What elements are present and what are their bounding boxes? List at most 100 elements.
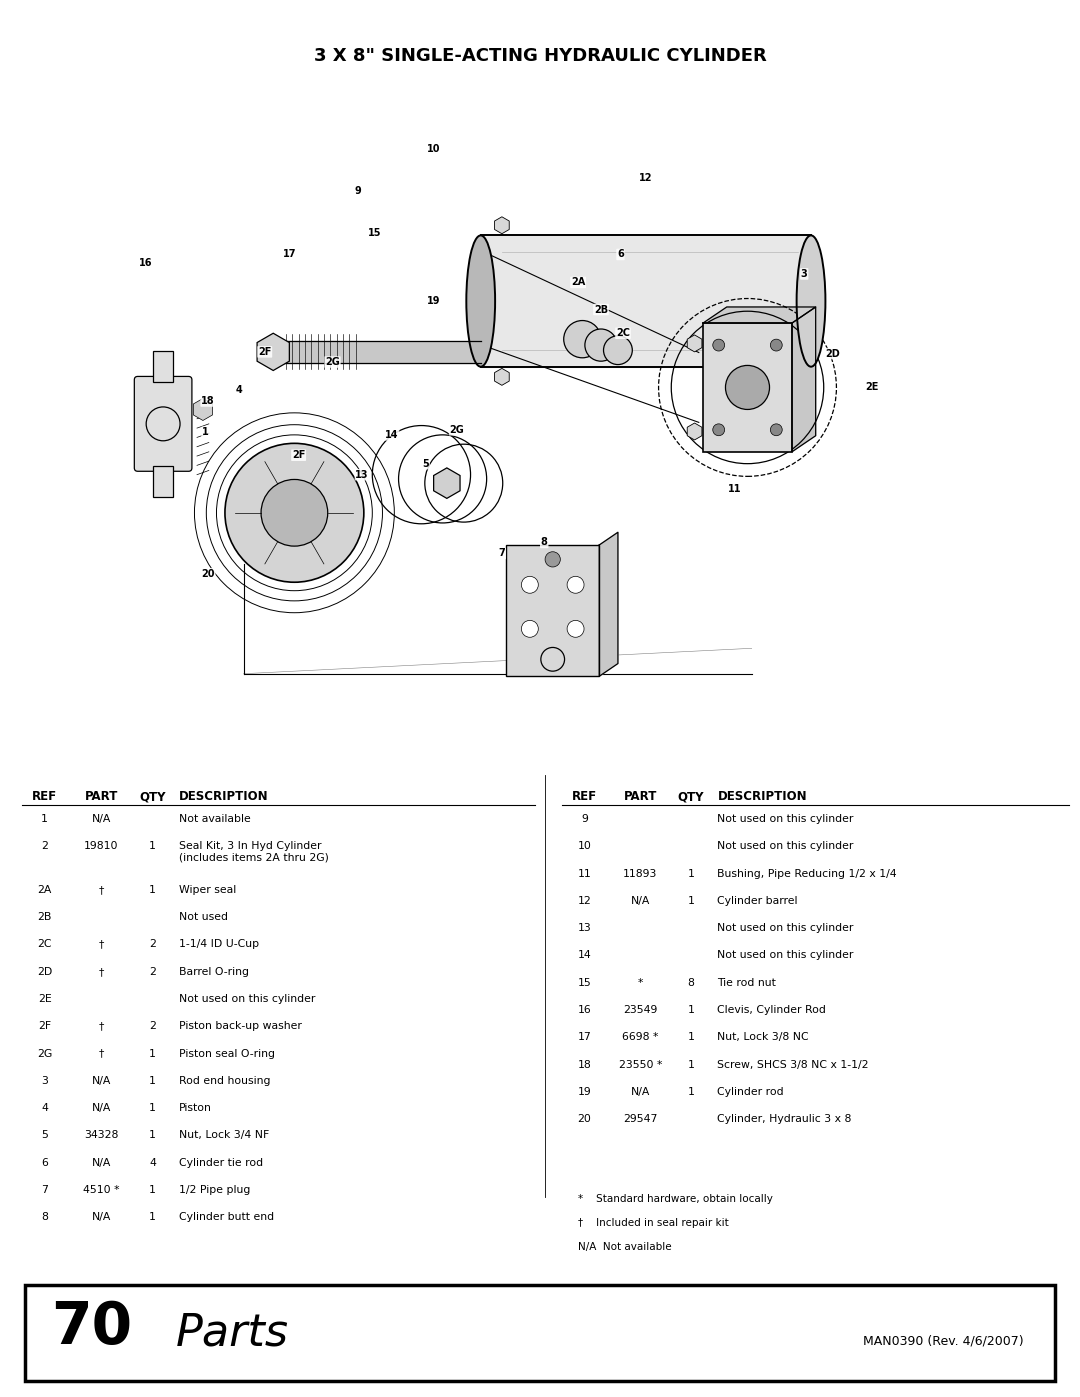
Text: *    Standard hardware, obtain locally: * Standard hardware, obtain locally <box>578 1194 772 1204</box>
Ellipse shape <box>797 236 825 366</box>
Text: 19: 19 <box>578 1087 592 1097</box>
Text: 14: 14 <box>578 950 592 960</box>
Text: Cylinder, Hydraulic 3 x 8: Cylinder, Hydraulic 3 x 8 <box>717 1113 852 1125</box>
Text: REF: REF <box>32 791 57 803</box>
Text: †: † <box>98 940 104 950</box>
Text: 18: 18 <box>201 395 215 407</box>
FancyBboxPatch shape <box>25 1285 1055 1380</box>
Text: 15: 15 <box>578 978 592 988</box>
Text: 1: 1 <box>688 895 694 905</box>
Text: 8: 8 <box>541 538 548 548</box>
Text: 2G: 2G <box>37 1049 52 1059</box>
Text: QTY: QTY <box>678 791 704 803</box>
Text: 23550 *: 23550 * <box>619 1059 662 1070</box>
Text: 2: 2 <box>149 967 156 977</box>
Text: 1: 1 <box>149 1104 156 1113</box>
Circle shape <box>567 577 584 594</box>
Polygon shape <box>599 532 618 676</box>
Text: 20: 20 <box>201 569 215 578</box>
Circle shape <box>522 577 538 594</box>
Circle shape <box>261 479 327 546</box>
Polygon shape <box>703 307 815 323</box>
Text: 11: 11 <box>728 485 742 495</box>
Text: 16: 16 <box>139 258 153 268</box>
Text: 1: 1 <box>149 884 156 895</box>
Text: 2: 2 <box>149 940 156 950</box>
Text: 29547: 29547 <box>623 1113 658 1125</box>
Circle shape <box>225 443 364 583</box>
Text: Not used on this cylinder: Not used on this cylinder <box>717 814 854 824</box>
Text: 8: 8 <box>688 978 694 988</box>
Text: 2: 2 <box>149 1021 156 1031</box>
Text: 2F: 2F <box>38 1021 51 1031</box>
Text: N/A  Not available: N/A Not available <box>578 1242 672 1252</box>
FancyBboxPatch shape <box>134 376 192 471</box>
Text: Not used on this cylinder: Not used on this cylinder <box>717 841 854 851</box>
Text: 1: 1 <box>149 1049 156 1059</box>
Text: N/A: N/A <box>92 1076 111 1085</box>
FancyBboxPatch shape <box>153 467 173 497</box>
Text: Cylinder tie rod: Cylinder tie rod <box>179 1158 264 1168</box>
Text: Nut, Lock 3/8 NC: Nut, Lock 3/8 NC <box>717 1032 809 1042</box>
Text: N/A: N/A <box>92 1158 111 1168</box>
Text: 2B: 2B <box>38 912 52 922</box>
Text: Piston back-up washer: Piston back-up washer <box>179 1021 302 1031</box>
Text: 70: 70 <box>51 1299 132 1356</box>
Text: 2B: 2B <box>594 305 608 314</box>
Text: MAN0390 (Rev. 4/6/2007): MAN0390 (Rev. 4/6/2007) <box>864 1334 1024 1348</box>
Text: DESCRIPTION: DESCRIPTION <box>179 791 269 803</box>
Text: 6: 6 <box>617 250 624 260</box>
Text: Not used on this cylinder: Not used on this cylinder <box>179 995 315 1004</box>
Text: 7: 7 <box>499 549 505 559</box>
Text: 1: 1 <box>149 1185 156 1194</box>
Text: Not used on this cylinder: Not used on this cylinder <box>717 923 854 933</box>
Text: 7: 7 <box>41 1185 49 1194</box>
Text: Wiper seal: Wiper seal <box>179 884 237 895</box>
Text: 17: 17 <box>578 1032 592 1042</box>
FancyBboxPatch shape <box>507 545 599 676</box>
Circle shape <box>545 552 561 567</box>
Text: 1: 1 <box>149 1076 156 1085</box>
Circle shape <box>604 335 632 365</box>
Circle shape <box>585 330 617 362</box>
Text: 9: 9 <box>581 814 588 824</box>
Text: 8: 8 <box>41 1213 49 1222</box>
Text: Rod end housing: Rod end housing <box>179 1076 270 1085</box>
FancyBboxPatch shape <box>703 323 792 451</box>
Text: 19: 19 <box>428 296 441 306</box>
Text: 2C: 2C <box>616 328 630 338</box>
Text: 1: 1 <box>202 427 208 437</box>
Circle shape <box>713 423 725 436</box>
Text: Cylinder butt end: Cylinder butt end <box>179 1213 274 1222</box>
Text: 2F: 2F <box>292 450 306 460</box>
Text: 11: 11 <box>578 869 592 879</box>
Text: 34328: 34328 <box>84 1130 119 1140</box>
Text: 1: 1 <box>688 1004 694 1016</box>
Circle shape <box>567 620 584 637</box>
Text: Parts: Parts <box>176 1312 288 1354</box>
Text: N/A: N/A <box>92 1213 111 1222</box>
Text: 2E: 2E <box>865 383 879 393</box>
Text: Cylinder barrel: Cylinder barrel <box>717 895 798 905</box>
Text: 3 X 8" SINGLE-ACTING HYDRAULIC CYLINDER: 3 X 8" SINGLE-ACTING HYDRAULIC CYLINDER <box>313 47 767 66</box>
Text: 20: 20 <box>578 1113 592 1125</box>
Circle shape <box>726 366 770 409</box>
Text: 5: 5 <box>422 458 429 468</box>
Text: REF: REF <box>572 791 597 803</box>
Text: 12: 12 <box>639 173 652 183</box>
Circle shape <box>713 339 725 351</box>
Text: 15: 15 <box>368 228 381 239</box>
Text: 2F: 2F <box>258 346 271 356</box>
Text: 2G: 2G <box>325 358 340 367</box>
Text: 2A: 2A <box>571 278 585 288</box>
Text: 5: 5 <box>41 1130 49 1140</box>
Text: Barrel O-ring: Barrel O-ring <box>179 967 249 977</box>
Text: N/A: N/A <box>92 814 111 824</box>
Text: 11893: 11893 <box>623 869 658 879</box>
Ellipse shape <box>467 236 495 366</box>
Text: 2D: 2D <box>37 967 52 977</box>
Text: Clevis, Cylinder Rod: Clevis, Cylinder Rod <box>717 1004 826 1016</box>
Text: N/A: N/A <box>92 1104 111 1113</box>
Text: PART: PART <box>623 791 657 803</box>
FancyBboxPatch shape <box>153 351 173 381</box>
